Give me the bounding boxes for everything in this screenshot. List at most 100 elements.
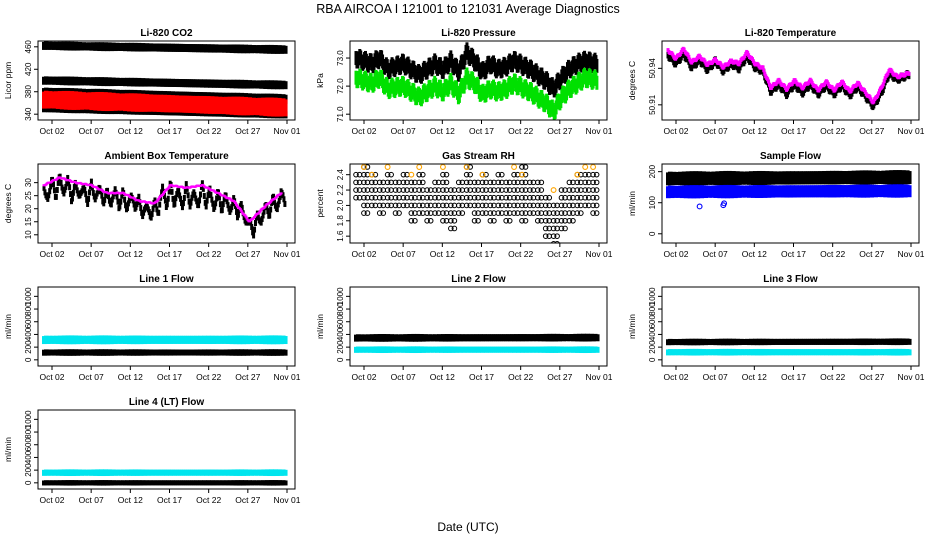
- data-point: [424, 187, 430, 193]
- x-tick-label: Oct 22: [508, 249, 533, 259]
- data-point: [56, 179, 60, 186]
- data-point: [211, 200, 215, 207]
- y-tick-label: 400: [24, 327, 33, 341]
- data-point: [46, 195, 50, 202]
- x-tick-label: Oct 07: [79, 126, 104, 136]
- data-point: [65, 180, 69, 187]
- data-point: [863, 89, 867, 94]
- data-point: [69, 191, 73, 198]
- data-point: [448, 210, 454, 216]
- data-point: [542, 194, 549, 201]
- data-point: [850, 87, 854, 92]
- x-axis: Oct 02 Oct 07 Oct 12 Oct 17 Oct 22 Oct 27 Nov …: [39, 120, 301, 136]
- data-point: [161, 183, 165, 190]
- data-point: [203, 199, 207, 206]
- data-point: [278, 193, 282, 200]
- data-point: [157, 197, 161, 200]
- data-point: [907, 185, 912, 198]
- data-point: [721, 200, 728, 207]
- data-point: [258, 210, 262, 213]
- data-point: [205, 197, 209, 204]
- data-point: [72, 184, 76, 191]
- data-point: [268, 212, 272, 219]
- data-point: [230, 204, 234, 211]
- plot-area: [353, 164, 600, 243]
- data-point: [93, 196, 97, 203]
- data-point: [214, 200, 218, 207]
- data-point: [140, 209, 144, 216]
- data-point: [167, 185, 171, 188]
- data-point: [283, 480, 288, 486]
- data-point: [170, 188, 174, 195]
- x-tick-label: Oct 12: [118, 495, 143, 505]
- data-point: [235, 208, 239, 215]
- data-point: [49, 183, 53, 190]
- data-point: [240, 211, 244, 214]
- data-point: [235, 203, 239, 206]
- data-point: [361, 187, 367, 193]
- data-point: [123, 196, 127, 203]
- series-pressure-low: [354, 67, 599, 120]
- y-tick-label: 200: [648, 164, 657, 178]
- data-point: [503, 210, 509, 216]
- data-point: [703, 59, 707, 64]
- data-point: [590, 179, 596, 186]
- data-point: [360, 164, 367, 170]
- data-point: [118, 203, 122, 210]
- data-point: [116, 198, 120, 205]
- data-point: [467, 171, 474, 178]
- x-axis: Oct 02 Oct 07 Oct 12 Oct 17 Oct 22 Oct 27 Nov …: [663, 366, 925, 382]
- data-point: [595, 75, 599, 90]
- x-tick-label: Oct 17: [469, 126, 494, 136]
- y-tick-label: 73.0: [336, 50, 345, 66]
- data-point: [440, 202, 446, 209]
- x-tick-label: Oct 07: [79, 249, 104, 259]
- x-tick-label: Oct 02: [351, 126, 376, 136]
- data-point: [463, 187, 470, 193]
- data-point: [283, 336, 288, 345]
- data-point: [132, 201, 136, 208]
- y-tick-label: 1000: [24, 287, 33, 305]
- data-point: [204, 203, 208, 210]
- data-point: [253, 215, 257, 218]
- data-point: [260, 215, 264, 222]
- data-point: [171, 195, 175, 202]
- panel-ylabel: ml/min: [3, 314, 13, 339]
- data-point: [751, 59, 755, 64]
- data-point: [137, 193, 141, 200]
- data-point: [542, 202, 549, 209]
- data-point: [55, 186, 59, 193]
- data-point: [546, 194, 553, 201]
- data-point: [156, 199, 160, 202]
- x-tick-label: Oct 17: [781, 372, 806, 382]
- data-point: [99, 188, 103, 195]
- data-point: [353, 187, 359, 193]
- data-point: [237, 207, 241, 210]
- data-point: [369, 194, 375, 201]
- data-point: [64, 183, 68, 190]
- data-point: [463, 171, 470, 178]
- data-point: [519, 171, 525, 178]
- data-point: [253, 214, 257, 217]
- y-tick-label: 0: [648, 357, 657, 362]
- data-point: [252, 232, 256, 239]
- panel-ylabel: Licor ppm: [3, 62, 13, 99]
- data-point: [364, 164, 371, 170]
- data-point: [269, 206, 273, 213]
- data-point: [534, 210, 541, 216]
- y-tick-label: 1000: [648, 287, 657, 305]
- data-point: [471, 194, 478, 201]
- data-point: [534, 179, 541, 186]
- panel-title: Sample Flow: [760, 151, 821, 162]
- data-point: [262, 208, 266, 215]
- data-point: [558, 225, 565, 232]
- data-point: [392, 194, 399, 201]
- data-point: [283, 45, 288, 54]
- data-point: [408, 202, 415, 209]
- y-tick-label: 0: [24, 480, 33, 485]
- data-point: [487, 217, 494, 224]
- data-point: [479, 187, 486, 193]
